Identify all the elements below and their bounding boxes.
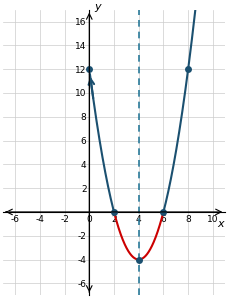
Text: y: y (94, 2, 100, 12)
Text: x: x (216, 219, 223, 229)
